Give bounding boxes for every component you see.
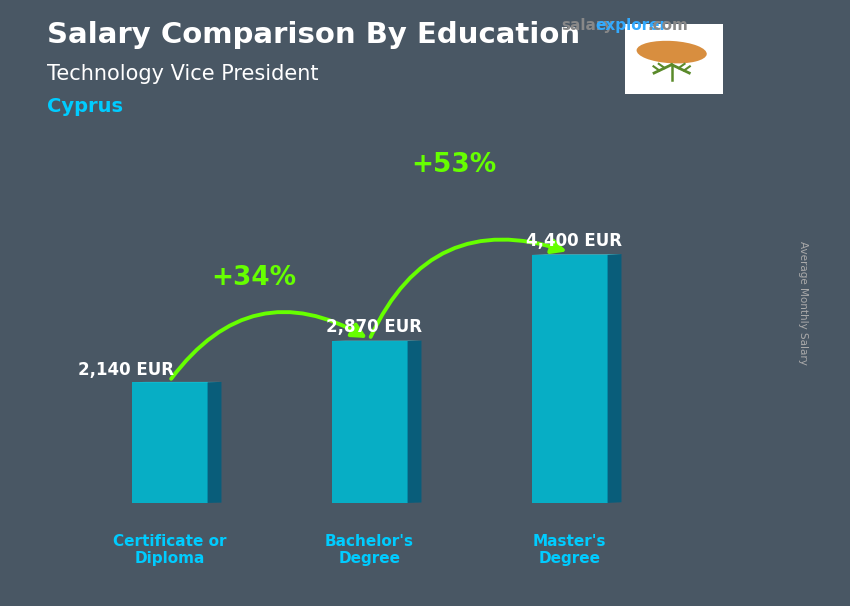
Polygon shape <box>407 341 422 503</box>
Text: .com: .com <box>648 18 689 33</box>
Text: 4,400 EUR: 4,400 EUR <box>525 231 621 250</box>
Text: Master's
Degree: Master's Degree <box>533 534 606 567</box>
Text: Cyprus: Cyprus <box>47 97 122 116</box>
Polygon shape <box>531 254 621 255</box>
Text: Certificate or
Diploma: Certificate or Diploma <box>113 534 226 567</box>
Bar <box>531 255 608 503</box>
Bar <box>332 341 407 503</box>
Text: +34%: +34% <box>211 265 296 291</box>
Text: 2,870 EUR: 2,870 EUR <box>326 318 422 336</box>
Bar <box>132 382 207 503</box>
Ellipse shape <box>637 41 706 64</box>
Text: Bachelor's
Degree: Bachelor's Degree <box>325 534 414 567</box>
Text: Average Monthly Salary: Average Monthly Salary <box>798 241 808 365</box>
Polygon shape <box>207 382 222 503</box>
Text: salary: salary <box>561 18 614 33</box>
Text: Technology Vice President: Technology Vice President <box>47 64 318 84</box>
Text: Salary Comparison By Education: Salary Comparison By Education <box>47 21 580 49</box>
Text: 2,140 EUR: 2,140 EUR <box>77 361 173 379</box>
Text: +53%: +53% <box>411 152 496 178</box>
Text: explorer: explorer <box>595 18 667 33</box>
Polygon shape <box>608 254 621 503</box>
